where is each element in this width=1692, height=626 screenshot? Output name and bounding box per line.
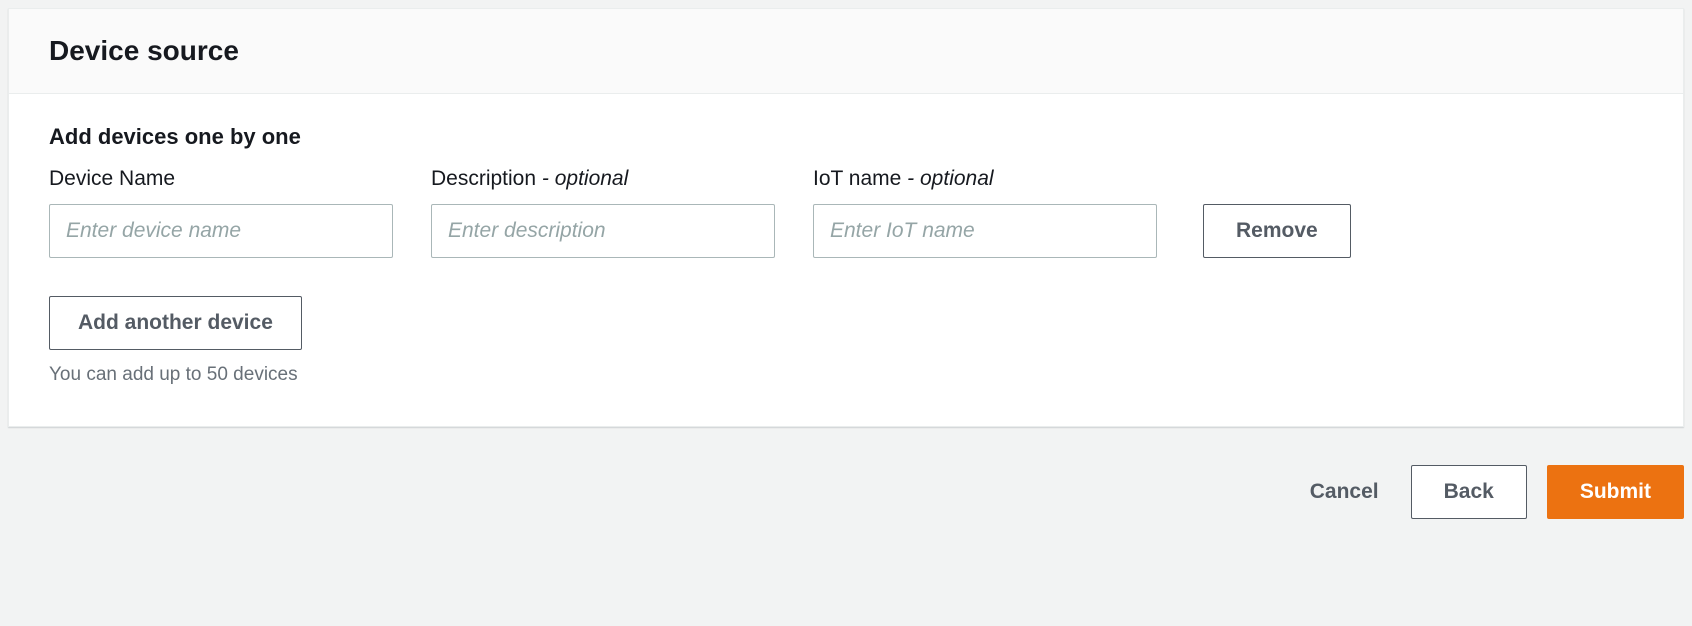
description-input[interactable] [431, 204, 775, 258]
panel-title: Device source [49, 33, 1643, 69]
device-name-group: Device Name [49, 164, 393, 257]
device-row: Device Name Description - optional IoT n… [49, 164, 1643, 257]
device-name-label: Device Name [49, 164, 393, 193]
subsection-title: Add devices one by one [49, 124, 1643, 150]
cancel-button[interactable]: Cancel [1298, 480, 1391, 504]
footer-actions: Cancel Back Submit [0, 435, 1692, 527]
device-source-panel: Device source Add devices one by one Dev… [8, 8, 1684, 427]
back-button[interactable]: Back [1411, 465, 1527, 519]
description-label-main: Description [431, 167, 542, 190]
iot-name-group: IoT name - optional [813, 164, 1157, 257]
device-limit-hint: You can add up to 50 devices [49, 364, 1643, 386]
remove-button[interactable]: Remove [1203, 204, 1351, 258]
iot-name-label-optional: - optional [907, 167, 993, 190]
device-name-input[interactable] [49, 204, 393, 258]
iot-name-input[interactable] [813, 204, 1157, 258]
panel-header: Device source [9, 9, 1683, 94]
description-label-optional: - optional [542, 167, 628, 190]
iot-name-label-main: IoT name [813, 167, 907, 190]
iot-name-label: IoT name - optional [813, 164, 1157, 193]
description-label: Description - optional [431, 164, 775, 193]
submit-button[interactable]: Submit [1547, 465, 1684, 519]
add-another-device-button[interactable]: Add another device [49, 296, 302, 350]
description-group: Description - optional [431, 164, 775, 257]
panel-body: Add devices one by one Device Name Descr… [9, 94, 1683, 425]
